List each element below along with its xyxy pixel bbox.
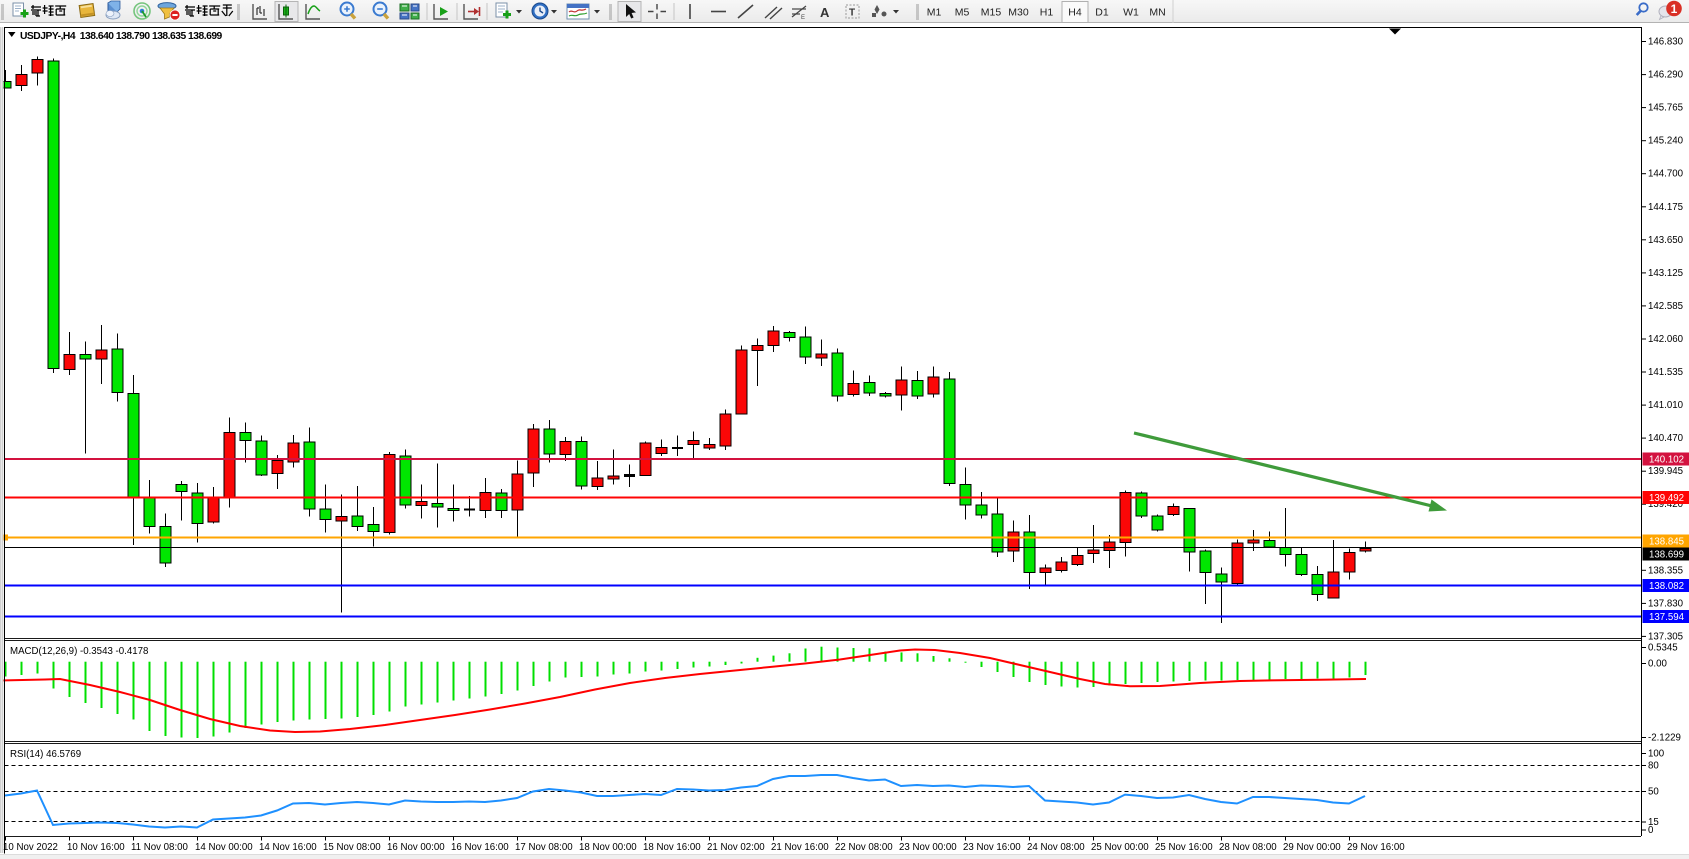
svg-text:14 Nov 16:00: 14 Nov 16:00 <box>259 842 317 853</box>
svg-text:145.240: 145.240 <box>1648 136 1684 147</box>
svg-text:146.290: 146.290 <box>1648 70 1684 81</box>
svg-text:21 Nov 02:00: 21 Nov 02:00 <box>707 842 765 853</box>
svg-text:17 Nov 08:00: 17 Nov 08:00 <box>515 842 573 853</box>
svg-text:100: 100 <box>1648 749 1665 760</box>
svg-text:0.00: 0.00 <box>1648 659 1667 670</box>
svg-text:W1: W1 <box>1123 7 1139 19</box>
svg-text:-2.1229: -2.1229 <box>1648 733 1681 744</box>
svg-text:M1: M1 <box>927 7 942 19</box>
svg-text:25 Nov 00:00: 25 Nov 00:00 <box>1091 842 1149 853</box>
svg-text:M15: M15 <box>981 7 1002 19</box>
svg-text:137.830: 137.830 <box>1648 598 1684 609</box>
svg-text:142.060: 142.060 <box>1648 334 1684 345</box>
svg-text:H4: H4 <box>1068 7 1082 19</box>
svg-text:139.492: 139.492 <box>1649 493 1684 504</box>
svg-text:25 Nov 16:00: 25 Nov 16:00 <box>1155 842 1213 853</box>
svg-text:138.082: 138.082 <box>1649 581 1684 592</box>
svg-text:145.765: 145.765 <box>1648 103 1683 114</box>
svg-text:16 Nov 00:00: 16 Nov 00:00 <box>387 842 445 853</box>
svg-text:23 Nov 00:00: 23 Nov 00:00 <box>899 842 957 853</box>
svg-text:E: E <box>801 15 805 21</box>
svg-text:141.535: 141.535 <box>1648 367 1683 378</box>
svg-text:140.470: 140.470 <box>1648 433 1684 444</box>
svg-text:H1: H1 <box>1040 7 1054 19</box>
svg-text:139.945: 139.945 <box>1648 466 1683 477</box>
svg-text:16 Nov 16:00: 16 Nov 16:00 <box>451 842 509 853</box>
svg-text:140.102: 140.102 <box>1649 455 1684 466</box>
svg-text:143.650: 143.650 <box>1648 235 1684 246</box>
svg-text:15: 15 <box>1648 817 1659 828</box>
svg-text:11 Nov 08:00: 11 Nov 08:00 <box>131 842 189 853</box>
svg-text:138.845: 138.845 <box>1649 537 1684 548</box>
svg-text:138.699: 138.699 <box>1649 550 1684 561</box>
svg-text:10 Nov 2022: 10 Nov 2022 <box>3 842 58 853</box>
svg-text:138.355: 138.355 <box>1648 565 1683 576</box>
svg-text:22 Nov 08:00: 22 Nov 08:00 <box>835 842 893 853</box>
svg-text:137.594: 137.594 <box>1649 612 1685 623</box>
svg-text:24 Nov 08:00: 24 Nov 08:00 <box>1027 842 1085 853</box>
svg-text:1: 1 <box>1671 2 1678 16</box>
svg-text:142.585: 142.585 <box>1648 301 1683 312</box>
svg-text:50: 50 <box>1648 787 1659 798</box>
svg-text:21 Nov 16:00: 21 Nov 16:00 <box>771 842 829 853</box>
svg-text:USDJPY-,H4 138.640 138.790 13: USDJPY-,H4 138.640 138.790 138.635 138.6… <box>20 31 223 42</box>
svg-text:M30: M30 <box>1008 7 1029 19</box>
svg-text:28 Nov 08:00: 28 Nov 08:00 <box>1219 842 1277 853</box>
svg-text:139.420: 139.420 <box>1648 499 1684 510</box>
svg-text:M5: M5 <box>955 7 970 19</box>
svg-text:80: 80 <box>1648 761 1659 772</box>
svg-text:144.175: 144.175 <box>1648 202 1683 213</box>
svg-text:23 Nov 16:00: 23 Nov 16:00 <box>963 842 1021 853</box>
svg-text:143.125: 143.125 <box>1648 268 1683 279</box>
svg-text:137.305: 137.305 <box>1648 631 1683 642</box>
svg-text:D1: D1 <box>1095 7 1109 19</box>
svg-text:14 Nov 00:00: 14 Nov 00:00 <box>195 842 253 853</box>
svg-text:29 Nov 16:00: 29 Nov 16:00 <box>1347 842 1405 853</box>
svg-text:A: A <box>820 5 830 20</box>
svg-text:18 Nov 16:00: 18 Nov 16:00 <box>643 842 701 853</box>
svg-text:0: 0 <box>1648 825 1654 836</box>
svg-text:144.700: 144.700 <box>1648 169 1684 180</box>
svg-text:141.010: 141.010 <box>1648 400 1684 411</box>
svg-text:10 Nov 16:00: 10 Nov 16:00 <box>67 842 125 853</box>
svg-text:29 Nov 00:00: 29 Nov 00:00 <box>1283 842 1341 853</box>
svg-text:MACD(12,26,9) -0.3543 -0.4178: MACD(12,26,9) -0.3543 -0.4178 <box>10 646 148 657</box>
svg-text:15 Nov 08:00: 15 Nov 08:00 <box>323 842 381 853</box>
svg-text:MN: MN <box>1149 7 1165 19</box>
svg-text:RSI(14) 46.5769: RSI(14) 46.5769 <box>10 749 81 760</box>
svg-text:146.830: 146.830 <box>1648 37 1684 48</box>
svg-text:T: T <box>849 8 855 19</box>
svg-text:18 Nov 00:00: 18 Nov 00:00 <box>579 842 637 853</box>
svg-text:0.5345: 0.5345 <box>1648 643 1678 654</box>
